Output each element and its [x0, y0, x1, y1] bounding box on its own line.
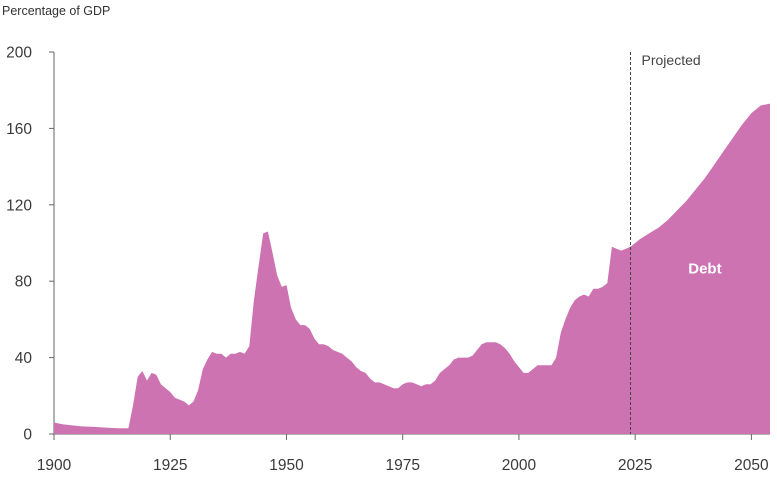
series-label-debt: Debt: [688, 261, 721, 278]
x-tick-label: 1975: [385, 457, 419, 474]
y-tick-label: 160: [6, 121, 32, 138]
x-axis: 1900 1925 1950 1975 2000 2025 2050: [37, 433, 770, 474]
x-tick-label: 2050: [734, 457, 769, 474]
x-tick-label: 2025: [618, 457, 652, 474]
y-tick-label: 40: [15, 350, 33, 367]
x-tick-label: 2000: [502, 457, 537, 474]
y-tick-label: 0: [23, 427, 32, 444]
x-tick-label: 1925: [153, 457, 187, 474]
x-tick-label: 1950: [269, 457, 304, 474]
y-tick-label: 120: [6, 197, 32, 214]
projected-label: Projected: [642, 52, 701, 68]
debt-area: [54, 103, 770, 434]
y-axis: 0 40 80 120 160 200: [6, 45, 55, 444]
y-tick-label: 80: [15, 274, 33, 291]
x-tick-label: 1900: [37, 457, 72, 474]
y-axis-label: Percentage of GDP: [2, 4, 110, 18]
y-tick-label: 200: [6, 45, 32, 62]
